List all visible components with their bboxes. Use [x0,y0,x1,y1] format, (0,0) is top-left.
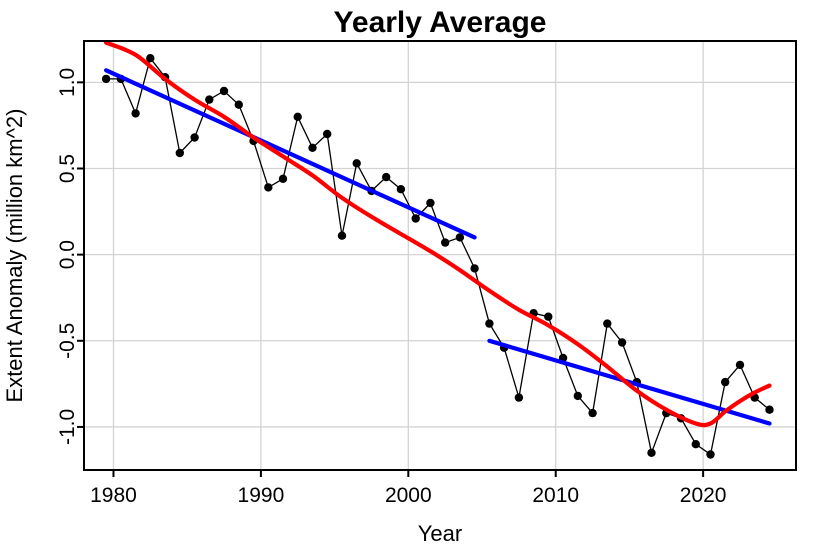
data-point [146,54,155,63]
data-point [293,112,302,122]
data-point [219,86,229,96]
data-point [175,148,184,158]
y-tick-label: -1.0 [56,409,79,445]
data-point [765,405,774,414]
axes: 1980 1990 2000 2010 2020 1.0 0.5 0.0 -0.5 -1.0 [56,68,726,507]
data-point [205,95,214,104]
data-point [308,143,317,152]
data-series [101,40,774,459]
data-point [337,231,347,240]
data-point [617,338,627,347]
data-point [264,183,273,192]
data-point [426,198,435,208]
y-axis-label: Extent Anomaly (million km^2) [2,109,27,403]
data-point [234,100,243,109]
gridlines [84,41,796,470]
data-point [485,319,494,328]
data-point [441,238,450,247]
y-tick-label: -0.5 [56,323,79,359]
data-point [588,408,597,418]
data-point [455,233,465,242]
x-tick-label: 2010 [532,484,579,507]
linear-trend-1979-2004 [103,68,477,240]
y-tick-label: 0.0 [56,240,79,269]
data-point [101,74,111,84]
data-point [278,174,288,183]
x-tick-label: 2020 [680,484,727,507]
smooth-fit [104,40,772,428]
data-point [573,391,582,401]
data-point [190,133,199,142]
x-tick-label: 1980 [90,484,137,507]
data-point [131,109,140,118]
data-point [396,185,406,194]
linear-trend-2005-2024 [487,338,772,426]
data-point [603,319,612,328]
data-point [382,172,391,182]
x-axis-label: Year [418,521,462,546]
data-point [735,360,745,370]
data-point [470,264,479,273]
data-point [721,377,730,387]
x-tick-label: 2000 [385,484,432,507]
chart-title: Yearly Average [334,6,547,39]
data-point [647,448,656,457]
data-point [544,312,553,321]
data-point [706,450,715,459]
data-point [514,393,524,402]
x-tick-label: 1990 [238,484,285,507]
y-tick-label: 1.0 [56,68,79,97]
data-point [323,129,332,139]
data-point [691,440,700,449]
y-tick-label: 0.5 [56,154,79,183]
data-point [411,214,420,223]
data-point [352,159,361,168]
